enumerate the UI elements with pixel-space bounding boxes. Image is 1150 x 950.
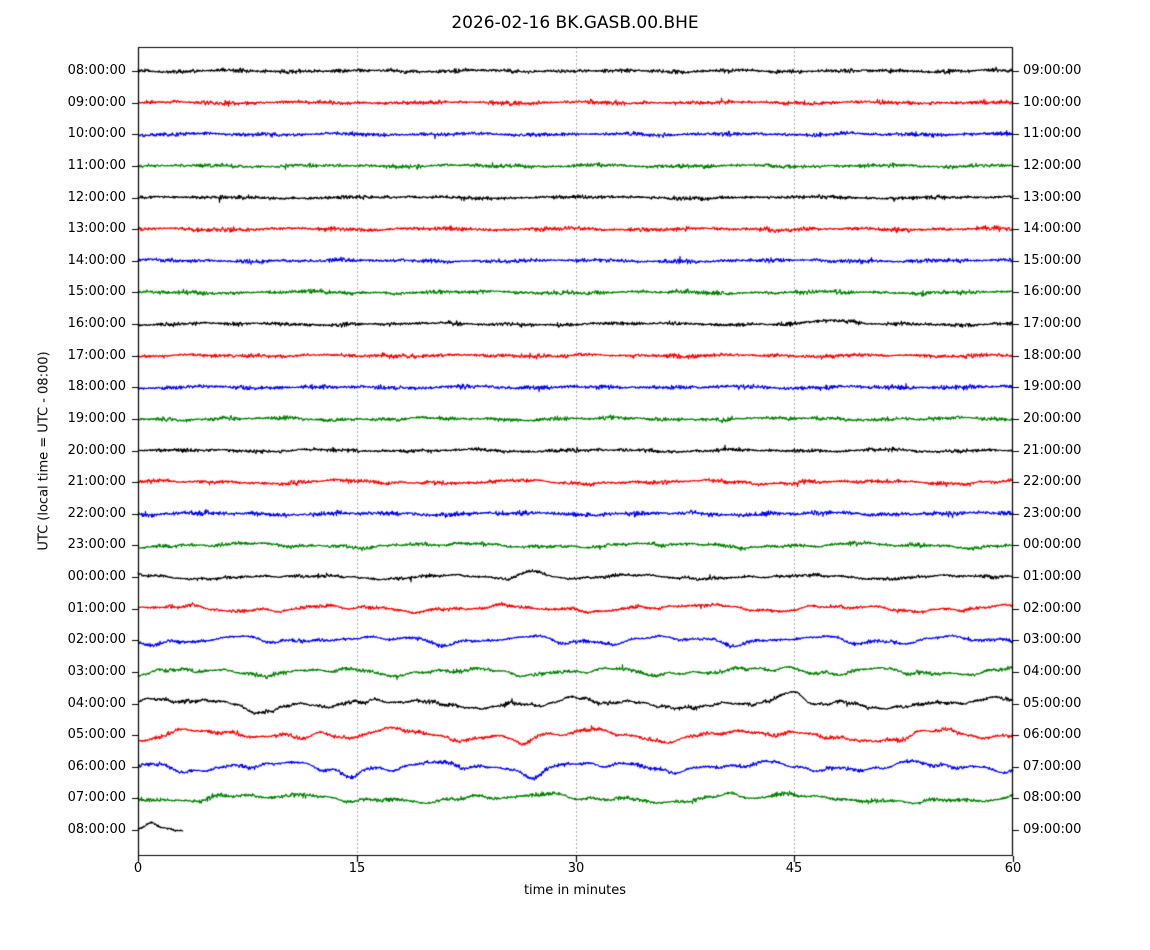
local-time-label: 00:00:00 [1023,537,1082,552]
local-time-label: 19:00:00 [1023,379,1082,394]
utc-time-label: 13:00:00 [67,221,126,236]
local-time-label: 16:00:00 [1023,284,1082,299]
utc-time-label: 19:00:00 [67,411,126,426]
utc-time-label: 23:00:00 [67,537,126,552]
utc-time-label: 17:00:00 [67,348,126,363]
local-time-label: 22:00:00 [1023,474,1082,489]
utc-time-label: 21:00:00 [67,474,126,489]
local-time-label: 09:00:00 [1023,63,1082,78]
local-time-label: 07:00:00 [1023,759,1082,774]
x-tick-label: 15 [348,861,366,876]
local-time-label: 01:00:00 [1023,569,1082,584]
x-tick-label: 45 [785,861,803,876]
utc-time-label: 12:00:00 [67,190,126,205]
local-time-label: 02:00:00 [1023,601,1082,616]
utc-time-label: 16:00:00 [67,316,126,331]
local-time-label: 06:00:00 [1023,727,1082,742]
local-time-label: 08:00:00 [1023,790,1082,805]
local-time-label: 20:00:00 [1023,411,1082,426]
utc-time-label: 14:00:00 [67,253,126,268]
utc-time-label: 20:00:00 [67,443,126,458]
utc-time-label: 09:00:00 [67,95,126,110]
utc-time-label: 04:00:00 [67,696,126,711]
local-time-label: 21:00:00 [1023,443,1082,458]
local-time-label: 09:00:00 [1023,822,1082,837]
local-time-label: 12:00:00 [1023,158,1082,173]
x-tick-label: 30 [567,861,585,876]
utc-time-label: 10:00:00 [67,126,126,141]
utc-time-label: 01:00:00 [67,601,126,616]
local-time-label: 18:00:00 [1023,348,1082,363]
utc-time-label: 00:00:00 [67,569,126,584]
utc-time-label: 15:00:00 [67,284,126,299]
x-tick-label: 0 [133,861,143,876]
local-time-label: 17:00:00 [1023,316,1082,331]
x-axis-label: time in minutes [523,883,627,898]
utc-time-label: 22:00:00 [67,506,126,521]
local-time-label: 03:00:00 [1023,632,1082,647]
utc-time-label: 03:00:00 [67,664,126,679]
local-time-label: 04:00:00 [1023,664,1082,679]
local-time-label: 14:00:00 [1023,221,1082,236]
utc-time-label: 07:00:00 [67,790,126,805]
local-time-label: 23:00:00 [1023,506,1082,521]
utc-time-label: 08:00:00 [67,63,126,78]
utc-time-label: 08:00:00 [67,822,126,837]
utc-time-label: 02:00:00 [67,632,126,647]
utc-time-label: 05:00:00 [67,727,126,742]
utc-time-label: 18:00:00 [67,379,126,394]
utc-time-label: 06:00:00 [67,759,126,774]
local-time-label: 15:00:00 [1023,253,1082,268]
utc-time-label: 11:00:00 [67,158,126,173]
local-time-label: 10:00:00 [1023,95,1082,110]
x-tick-label: 60 [1004,861,1022,876]
local-time-label: 13:00:00 [1023,190,1082,205]
chart-title: 2026-02-16 BK.GASB.00.BHE [451,13,699,33]
local-time-label: 11:00:00 [1023,126,1082,141]
local-time-label: 05:00:00 [1023,696,1082,711]
